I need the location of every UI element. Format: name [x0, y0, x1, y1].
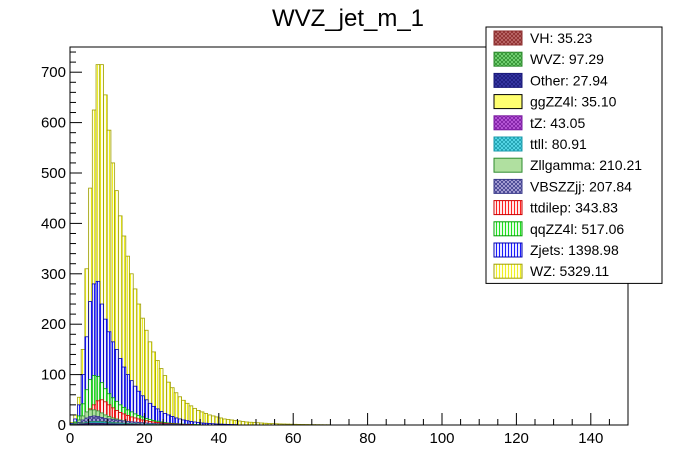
y-tick-label: 0 — [58, 417, 66, 434]
x-tick-label: 0 — [66, 430, 74, 447]
legend-label: ggZZ4l: 35.10 — [530, 94, 617, 110]
legend-swatch — [493, 242, 523, 258]
x-tick-label: 20 — [136, 430, 153, 447]
legend: VH: 35.23 WVZ: 97.29 Other: 27.94 ggZZ4l: 3… — [485, 26, 663, 284]
legend-entry: WZ: 5329.11 — [493, 263, 609, 279]
y-tick-label: 300 — [41, 266, 66, 283]
y-tick-label: 600 — [41, 115, 66, 132]
legend-label: Other: 27.94 — [530, 72, 608, 88]
legend-label: VH: 35.23 — [530, 30, 592, 46]
bar — [240, 421, 246, 426]
legend-entry: VH: 35.23 — [493, 30, 592, 46]
legend-entry: ggZZ4l: 35.10 — [493, 94, 617, 110]
legend-swatch — [493, 94, 523, 110]
axes: 0 20 40 60 80 100 120 140 0 100 200 300 400 500 600 700 — [41, 47, 629, 447]
y-tick-label: 100 — [41, 367, 66, 384]
legend-swatch — [493, 115, 523, 131]
chart-title: WVZ_jet_m_1 — [272, 5, 424, 32]
legend-entry: ttll: 80.91 — [493, 136, 587, 152]
legend-swatch — [493, 221, 523, 237]
legend-entry: qqZZ4l: 517.06 — [493, 221, 624, 237]
x-tick-label: 80 — [359, 430, 376, 447]
legend-swatch — [493, 30, 523, 46]
y-tick-label: 500 — [41, 165, 66, 182]
legend-label: VBSZZjj: 207.84 — [530, 178, 632, 194]
legend-swatch — [493, 51, 523, 67]
x-tick-label: 120 — [504, 430, 529, 447]
legend-entry: WVZ: 97.29 — [493, 51, 604, 67]
legend-box — [485, 26, 663, 284]
legend-label: WZ: 5329.11 — [530, 263, 609, 279]
legend-swatch — [493, 136, 523, 152]
legend-entry: tZ: 43.05 — [493, 115, 585, 131]
legend-label: ttdilep: 343.83 — [530, 200, 618, 216]
legend-entry: ttdilep: 343.83 — [493, 200, 618, 216]
legend-label: tZ: 43.05 — [530, 115, 585, 131]
legend-swatch — [493, 178, 523, 194]
legend-label: ttll: 80.91 — [530, 136, 587, 152]
legend-entry: VBSZZjj: 207.84 — [493, 178, 632, 194]
legend-label: Zjets: 1398.98 — [530, 242, 619, 258]
legend-label: Zllgamma: 210.21 — [530, 157, 642, 173]
legend-swatch — [493, 157, 523, 173]
x-tick-label: 100 — [429, 430, 454, 447]
legend-swatch — [493, 263, 523, 279]
legend-entry: Other: 27.94 — [493, 72, 608, 88]
legend-label: WVZ: 97.29 — [530, 51, 604, 67]
legend-swatch — [493, 200, 523, 216]
x-tick-label: 140 — [578, 430, 603, 447]
x-tick-label: 60 — [285, 430, 302, 447]
legend-swatch — [493, 72, 523, 88]
legend-entry: Zllgamma: 210.21 — [493, 157, 642, 173]
y-tick-label: 700 — [41, 64, 66, 81]
y-tick-label: 200 — [41, 316, 66, 333]
y-tick-label: 400 — [41, 215, 66, 232]
legend-entry: Zjets: 1398.98 — [493, 242, 619, 258]
legend-label: qqZZ4l: 517.06 — [530, 221, 624, 237]
bar — [236, 420, 242, 426]
x-tick-label: 40 — [210, 430, 227, 447]
